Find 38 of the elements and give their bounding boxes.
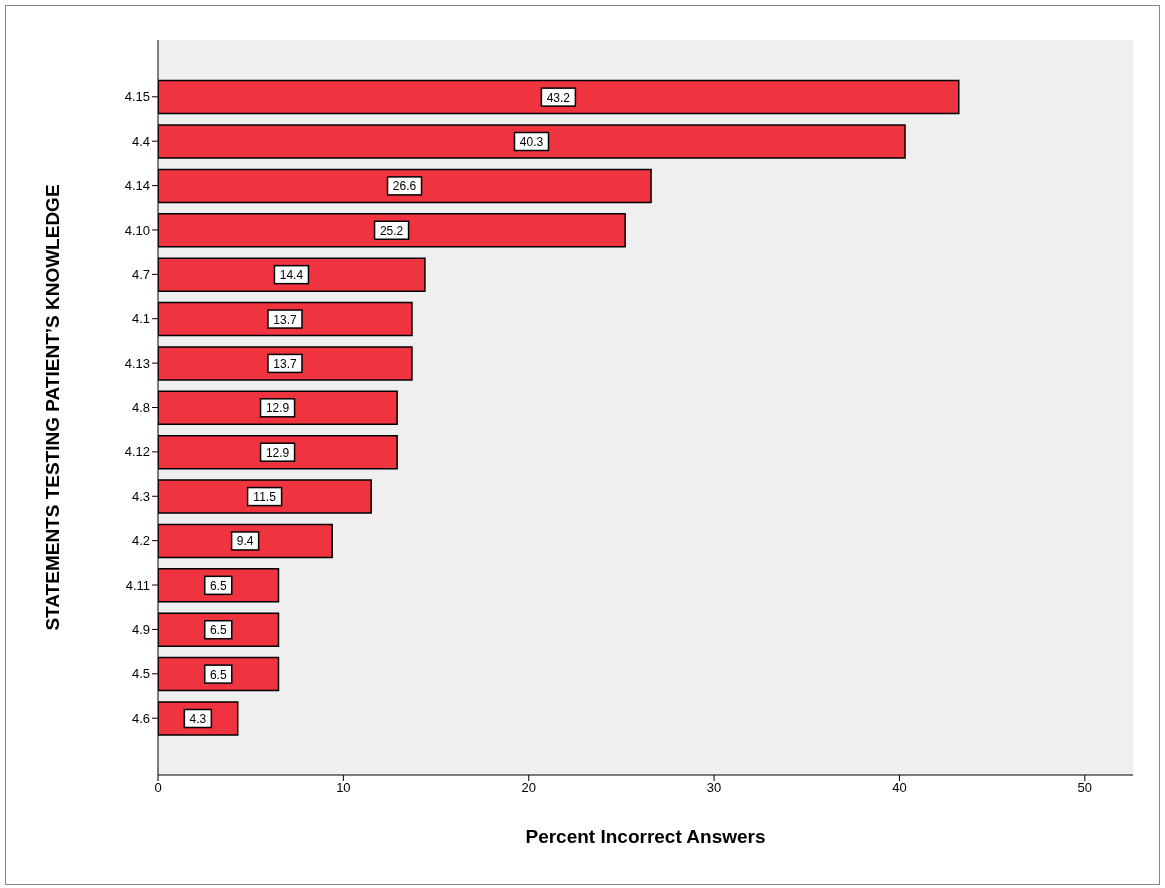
data-label: 12.9 [265,445,290,460]
y-tick-label: 4.15 [124,89,150,105]
y-tick-label: 4.14 [124,178,150,194]
data-label: 13.7 [273,312,297,327]
x-tick-label: 20 [521,780,536,796]
y-tick-label: 4.10 [124,222,150,238]
y-tick-label: 4.12 [124,444,150,460]
data-label: 11.5 [253,490,277,505]
y-tick-label: 4.9 [131,622,150,638]
y-tick-label: 4.2 [131,533,150,549]
x-tick-label: 40 [892,780,907,796]
data-label: 9.4 [236,534,254,549]
data-label: 26.6 [392,179,417,194]
data-label: 6.5 [209,623,227,638]
y-tick-label: 4.8 [131,400,150,416]
x-tick-label: 50 [1077,780,1093,796]
x-axis-title: Percent Incorrect Answers [525,826,766,847]
y-tick-label: 4.5 [131,666,150,682]
y-axis-title: STATEMENTS TESTING PATIENT’S KNOWLEDGE [41,184,63,631]
x-tick-label: 30 [706,780,722,796]
x-tick-label: 10 [336,780,351,796]
y-tick-label: 4.13 [124,355,150,371]
data-label: 6.5 [209,667,227,682]
data-label: 6.5 [209,578,227,593]
data-label: 4.3 [189,712,207,726]
y-tick-label: 4.1 [131,311,150,327]
data-label: 14.4 [279,268,304,283]
y-tick-label: 4.6 [131,710,150,726]
data-label: 25.2 [379,223,404,238]
data-label: 40.3 [519,135,544,149]
y-tick-label: 4.3 [131,488,150,504]
y-tick-label: 4.7 [131,266,150,282]
data-label: 13.7 [273,356,297,371]
x-tick-label: 0 [154,780,162,796]
y-tick-label: 4.4 [131,133,150,149]
data-label: 12.9 [265,401,290,416]
y-tick-label: 4.11 [125,577,150,593]
data-label: 43.2 [546,90,571,105]
